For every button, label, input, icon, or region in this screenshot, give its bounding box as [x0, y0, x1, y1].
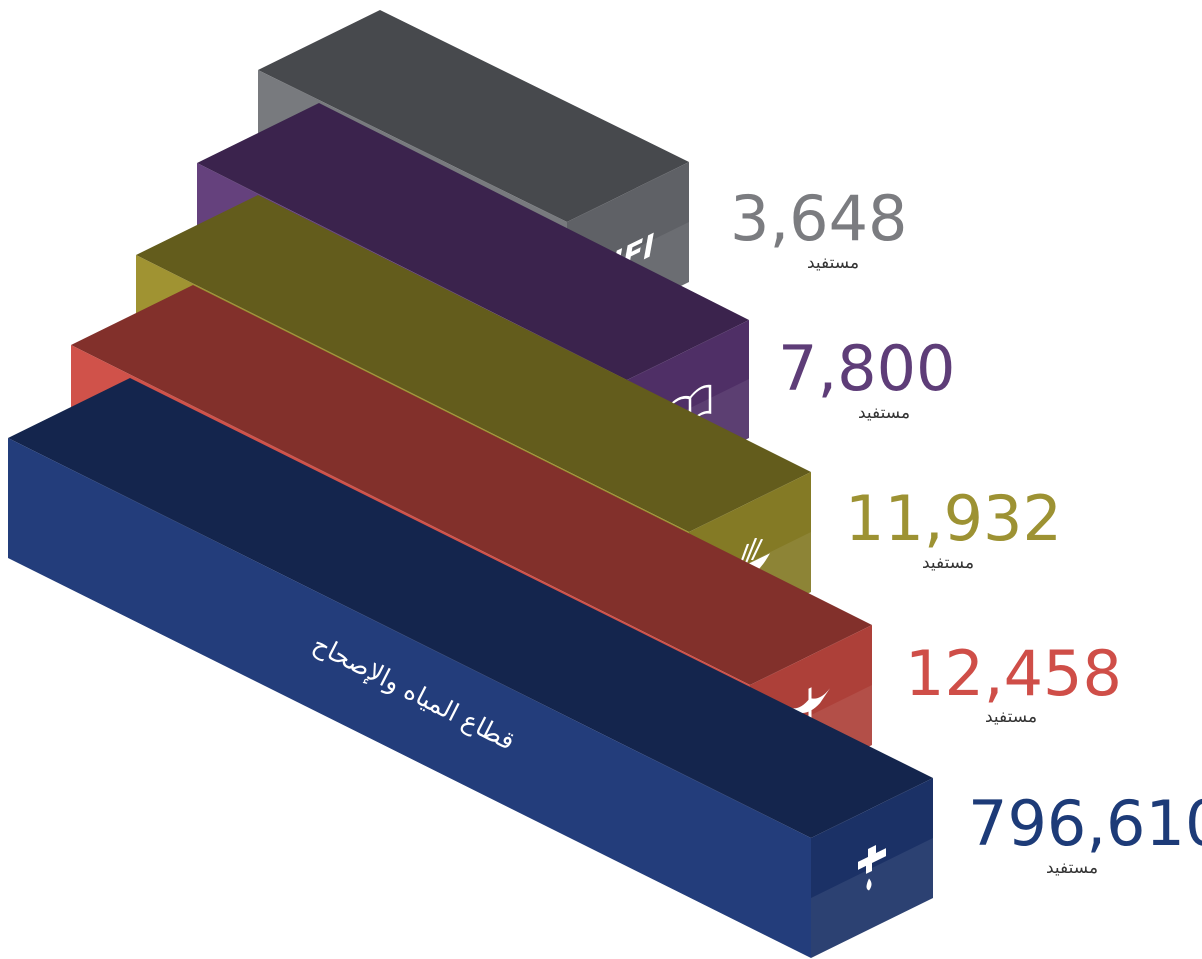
sector-box-top — [136, 195, 811, 532]
sector-box-top — [258, 10, 689, 222]
sector-box-front — [8, 438, 811, 958]
sector-box-4: قطاع المياه والإصحاح — [8, 378, 933, 958]
sector-box-top — [8, 378, 933, 838]
sector-value: 796,610 — [968, 787, 1202, 860]
sector-unit: مستفيد — [922, 553, 974, 573]
sector-unit: مستفيد — [807, 253, 859, 273]
sector-box-end-shade — [811, 838, 933, 958]
sector-box-top — [71, 285, 872, 685]
sector-value: 3,648 — [730, 182, 908, 255]
sector-unit: مستفيد — [985, 707, 1037, 727]
sector-unit: مستفيد — [1046, 858, 1098, 878]
sector-unit: مستفيد — [858, 403, 910, 423]
water-tap-icon — [858, 845, 886, 891]
sector-value: 12,458 — [905, 637, 1122, 710]
sector-value: 7,800 — [778, 332, 956, 405]
sector-value: 11,932 — [845, 482, 1062, 555]
sector-box-top — [197, 103, 749, 380]
